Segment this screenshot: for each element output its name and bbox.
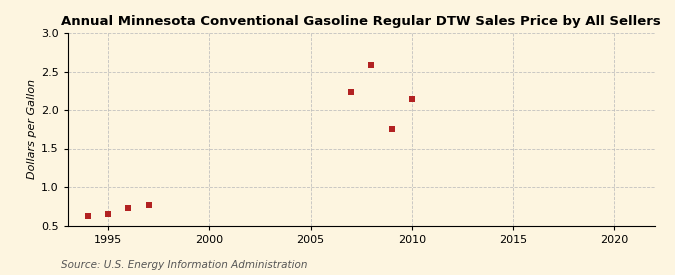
Point (123, 206, 134, 210)
Point (103, 212, 113, 216)
Point (82, 214, 93, 218)
Text: Source: U.S. Energy Information Administration: Source: U.S. Energy Information Administ… (61, 260, 307, 270)
Point (346, 90, 356, 95)
Point (143, 202, 154, 207)
Y-axis label: Dollars per Gallon: Dollars per Gallon (26, 79, 36, 179)
Point (406, 97, 417, 101)
Point (386, 127, 397, 131)
Title: Annual Minnesota Conventional Gasoline Regular DTW Sales Price by All Sellers: Annual Minnesota Conventional Gasoline R… (61, 15, 661, 28)
Point (366, 63, 377, 68)
